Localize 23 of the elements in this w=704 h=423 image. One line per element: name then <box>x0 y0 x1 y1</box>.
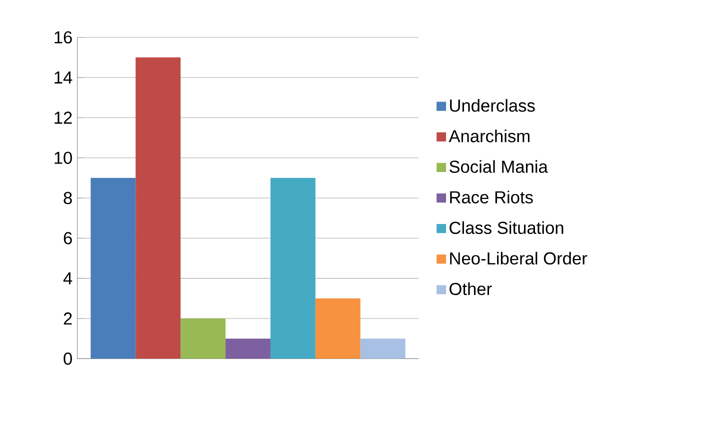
bar <box>180 318 226 359</box>
y-tick-label: 10 <box>54 152 72 164</box>
bar <box>270 178 316 359</box>
legend-label: Underclass <box>450 99 535 112</box>
legend-label: Neo-Liberal Order <box>450 252 588 265</box>
bar <box>226 338 270 359</box>
bar <box>90 178 136 359</box>
legend-label: Other <box>450 282 492 296</box>
y-tick-label: 2 <box>64 312 72 325</box>
legend-label: Race Riots <box>450 190 533 204</box>
legend-label: Anarchism <box>448 130 530 142</box>
y-tick-label: 6 <box>64 232 72 244</box>
bar <box>136 58 181 359</box>
y-tick-label: 16 <box>54 31 72 44</box>
bar <box>360 338 406 359</box>
legend-label: Social Mania <box>450 160 548 174</box>
y-tick-label: 4 <box>63 272 72 284</box>
y-tick-label: 0 <box>64 352 72 365</box>
y-tick-label: 12 <box>54 112 72 124</box>
y-tick-label: 8 <box>64 192 72 204</box>
legend-label: Class Situation <box>450 221 564 234</box>
bar <box>315 298 360 359</box>
y-tick-label: 14 <box>54 72 72 84</box>
